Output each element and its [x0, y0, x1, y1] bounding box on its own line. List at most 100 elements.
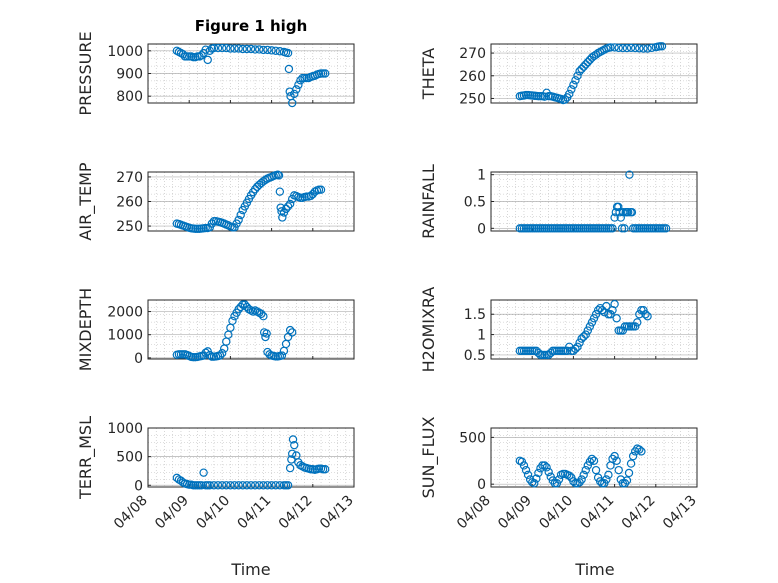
data-point [234, 44, 243, 53]
data-point [612, 456, 621, 465]
data-point [201, 45, 210, 54]
data-point [230, 481, 239, 490]
data-point [292, 85, 301, 94]
data-point [622, 476, 632, 485]
data-point [585, 322, 595, 331]
data-point [199, 468, 208, 477]
data-point [591, 310, 601, 319]
x-tick-label: 04/13 [317, 493, 357, 533]
data-point [624, 468, 634, 478]
subplot-4: 0 0.5 1 RAINFALL [419, 164, 698, 239]
data-point [275, 187, 285, 196]
data-point [641, 310, 650, 319]
data-point [246, 481, 256, 490]
data-point [236, 210, 245, 220]
y-tick-label: 250 [459, 91, 486, 107]
data-point [246, 44, 256, 54]
data-point [205, 46, 214, 56]
subplot-2: 250 260 270 THETA [419, 42, 698, 107]
data-point [255, 45, 264, 54]
x-tick-label: 04/12 [619, 493, 659, 533]
data-point [616, 213, 625, 222]
data-point [283, 202, 293, 211]
data-point [565, 471, 574, 480]
data-point [320, 69, 330, 78]
data-point [635, 445, 644, 454]
y-tick-label: 0 [134, 351, 143, 367]
data-point [281, 204, 291, 214]
y-axis-label: TERR_MSL [76, 416, 96, 500]
y-tick-label: 800 [116, 89, 143, 105]
data-point [579, 470, 588, 480]
data-point [197, 481, 206, 490]
x-tick-label: 04/12 [276, 493, 316, 533]
axes-frame [147, 299, 355, 360]
data-point [238, 44, 247, 54]
subplot-7: 0 500 1000 TERR_MSL [76, 416, 355, 500]
data-point [234, 215, 243, 225]
data-point [575, 67, 584, 76]
data-point [614, 202, 623, 212]
data-point [255, 481, 264, 490]
data-point [610, 299, 619, 309]
data-point [589, 314, 599, 323]
data-point [250, 481, 260, 490]
data-point [242, 481, 252, 490]
data-point [637, 447, 646, 456]
data-point [234, 481, 243, 490]
data-point [581, 60, 590, 69]
data-point [240, 300, 250, 309]
data-point [284, 64, 294, 74]
data-point [608, 224, 617, 233]
data-point [290, 440, 299, 450]
data-point [320, 465, 330, 474]
y-tick-label: 250 [116, 219, 143, 235]
data-point [316, 185, 326, 194]
data-point [259, 45, 268, 55]
y-axis-label: SUN_FLUX [419, 417, 439, 499]
data-point [623, 208, 633, 217]
data-point [288, 435, 298, 444]
data-point [257, 309, 266, 319]
data-point [643, 312, 652, 321]
data-point [565, 89, 574, 99]
data-point [647, 43, 656, 53]
data-point [569, 80, 578, 90]
data-point [643, 44, 652, 53]
x-tick-label: 04/09 [495, 493, 535, 533]
data-point [213, 481, 223, 490]
subplot-3: 250 260 270 AIR_TEMP [76, 162, 355, 241]
figure-title: Figure 1 high [195, 17, 308, 35]
subplot-8: 0 500 SUN_FLUX [419, 417, 698, 499]
y-tick-label: 0 [477, 221, 486, 237]
data-point [606, 43, 615, 52]
data-point [540, 461, 549, 470]
data-point [583, 57, 593, 67]
x-tick-label: 04/11 [235, 493, 275, 533]
x-tick-label: 04/08 [454, 493, 494, 533]
data-point [288, 328, 297, 337]
data-point [544, 467, 553, 477]
y-tick-label: 270 [459, 46, 486, 62]
data-point [242, 44, 252, 54]
data-point [226, 44, 235, 53]
data-point [285, 199, 295, 209]
x-tick-label: 04/08 [111, 493, 151, 533]
data-point [571, 76, 580, 85]
y-tick-label: 260 [459, 69, 486, 85]
x-axis-label-left: Time [230, 560, 270, 579]
data-point [277, 351, 287, 360]
data-point [534, 468, 543, 478]
data-point [230, 44, 239, 53]
data-point [567, 85, 576, 94]
x-tick-label: 04/10 [536, 493, 576, 533]
data-point [217, 43, 227, 53]
data-point [250, 45, 260, 54]
data-point [262, 329, 271, 338]
data-point [530, 479, 539, 488]
data-point [617, 224, 627, 233]
data-point [226, 481, 235, 490]
data-point [205, 481, 214, 490]
data-point [271, 481, 280, 490]
data-point [618, 43, 628, 53]
